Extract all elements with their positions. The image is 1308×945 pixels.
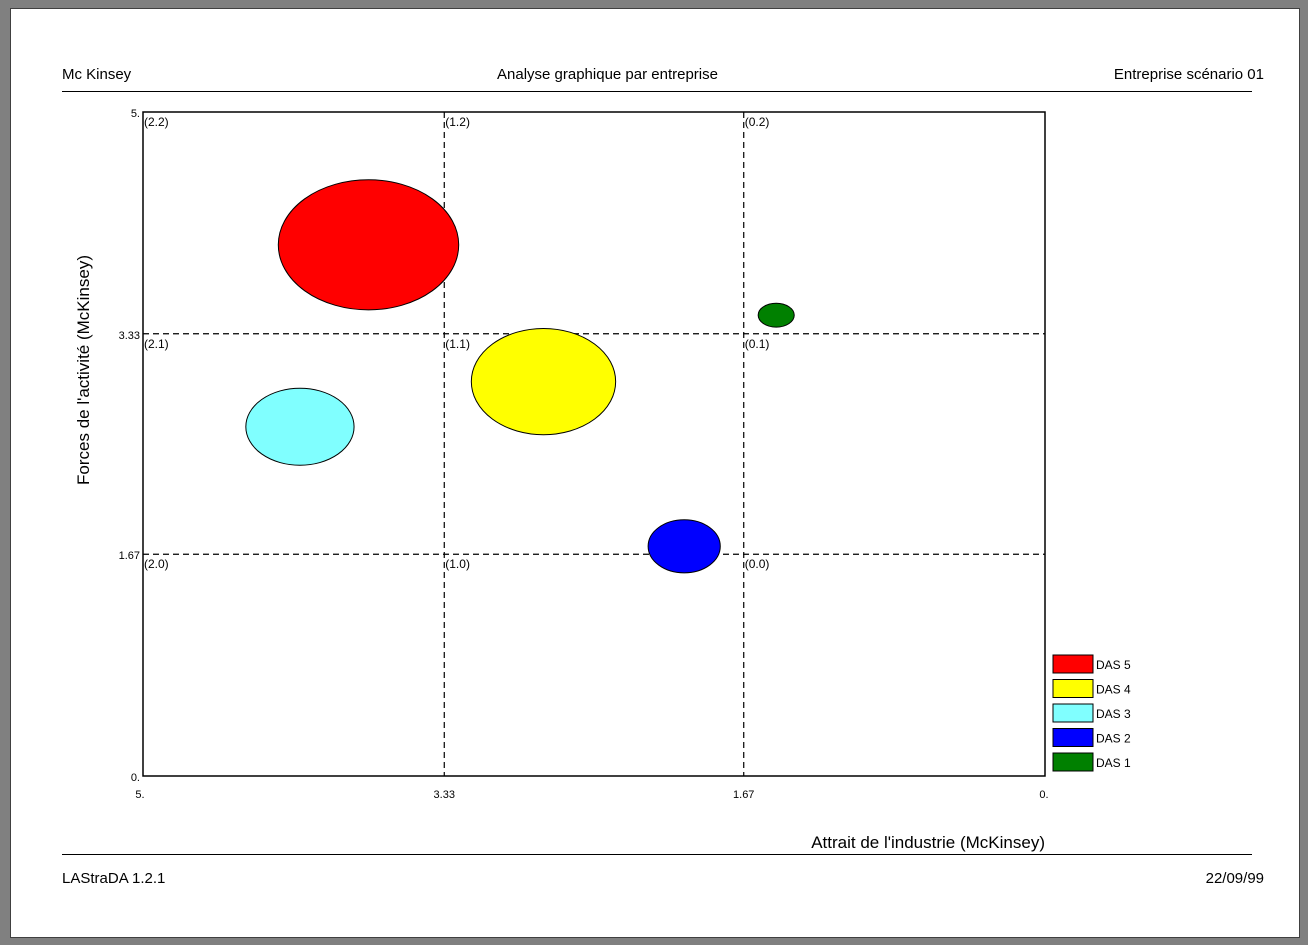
legend-swatch [1052, 728, 1094, 747]
header-right: Entreprise scénario 01 [1113, 66, 1264, 83]
x-tick-label: 0. [1039, 789, 1048, 801]
footer-rule [62, 854, 1252, 855]
bubble-das-4 [470, 327, 617, 436]
zone-label: (0.0) [745, 557, 770, 571]
zone-label: (0.2) [745, 115, 770, 129]
bubble-das-1 [757, 302, 795, 328]
bubble-das-2 [647, 519, 721, 574]
zone-label: (1.1) [445, 337, 470, 351]
y-tick-label: 1.67 [119, 550, 140, 562]
bubble-das-5 [277, 179, 460, 311]
header-title: Analyse graphique par entreprise [497, 66, 718, 83]
x-tick-label: 1.67 [733, 789, 754, 801]
legend-label: DAS 3 [1096, 707, 1131, 721]
y-tick-label: 0. [131, 772, 140, 784]
header-left: Mc Kinsey [62, 66, 132, 83]
header-rule [62, 91, 1252, 92]
x-tick-label: 3.33 [434, 789, 455, 801]
legend-swatch [1052, 752, 1094, 772]
x-axis-title: Attrait de l'industrie (McKinsey) [811, 833, 1045, 852]
x-tick-label: 5. [135, 789, 144, 801]
legend-label: DAS 1 [1096, 756, 1131, 770]
legend-swatch [1052, 679, 1094, 698]
footer-date: 22/09/99 [1205, 870, 1264, 887]
zone-label: (1.2) [445, 115, 470, 129]
legend-label: DAS 5 [1096, 658, 1131, 672]
zone-label: (1.0) [445, 557, 470, 571]
bubble-das-3 [245, 387, 355, 466]
y-tick-label: 5. [131, 108, 140, 120]
zone-label: (2.0) [144, 557, 169, 571]
legend-swatch [1052, 654, 1094, 674]
y-tick-label: 3.33 [119, 330, 140, 342]
plot-frame [142, 111, 1046, 777]
report-page [10, 8, 1300, 938]
zone-label: (2.1) [144, 337, 169, 351]
zone-label: (2.2) [144, 115, 169, 129]
zone-label: (0.1) [745, 337, 770, 351]
legend-swatch [1052, 703, 1094, 723]
footer-version: LAStraDA 1.2.1 [62, 870, 166, 887]
legend-label: DAS 2 [1096, 732, 1131, 746]
y-axis-title: Forces de l'activité (McKinsey) [74, 255, 93, 485]
legend-label: DAS 4 [1096, 683, 1131, 697]
